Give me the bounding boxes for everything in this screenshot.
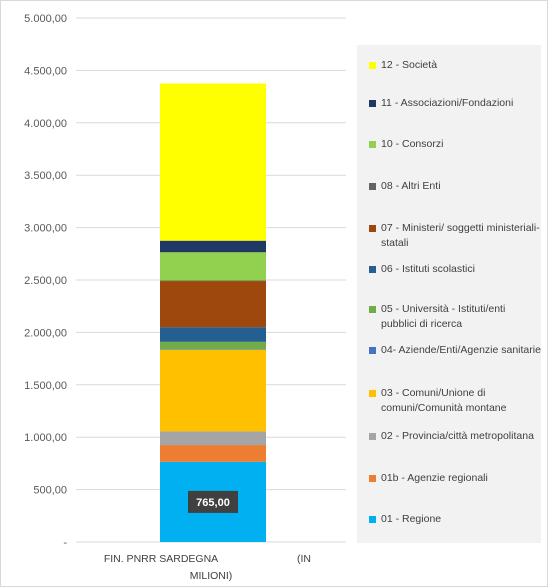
legend-item: 03 - Comuni/Unione di comuni/Comunità mo… — [369, 386, 541, 416]
legend-label: 10 - Consorzi — [381, 138, 444, 150]
y-tick-label: 2.000,00 — [24, 327, 67, 339]
x-axis-categories: FIN. PNRR SARDEGNA (IN MILIONI) — [104, 553, 311, 582]
legend: 12 - Società 11 - Associazioni/Fondazioni… — [357, 45, 541, 543]
legend-item: 08 - Altri Enti — [369, 179, 541, 194]
legend-item: 07 - Ministeri/ soggetti ministeriali-st… — [369, 221, 541, 251]
legend-label: 05 - Università - Istituti/enti pubblici… — [381, 303, 506, 330]
x-category-label: MILIONI) — [190, 570, 233, 582]
bar-segment — [160, 327, 266, 342]
legend-label: 04- Aziende/Enti/Agenzie sanitarie — [381, 344, 541, 356]
legend-item: 12 - Società — [369, 58, 541, 73]
x-category-label: FIN. PNRR SARDEGNA — [104, 553, 218, 565]
legend-swatch — [369, 266, 376, 273]
bar-segment — [160, 349, 266, 432]
y-tick-label: 1.000,00 — [24, 432, 67, 444]
y-tick-label: 5.000,00 — [24, 13, 67, 25]
legend-swatch — [369, 390, 376, 397]
legend-swatch — [369, 141, 376, 148]
y-tick-label: 500,00 — [33, 485, 67, 497]
bar-segment — [160, 252, 266, 281]
legend-label: 11 - Associazioni/Fondazioni — [381, 97, 514, 109]
bar-segment — [160, 240, 266, 253]
y-axis-ticks: - 500,00 1.000,00 1.500,00 2.000,00 2.500,00 3… — [24, 13, 67, 549]
legend-label: 01 - Regione — [381, 513, 442, 525]
bar-segment — [160, 431, 266, 446]
y-tick-label: 4.500,00 — [24, 65, 67, 77]
bar-segment — [160, 349, 266, 350]
legend-swatch — [369, 475, 376, 482]
legend-label: 07 - Ministeri/ soggetti ministeriali-st… — [381, 222, 540, 249]
data-labels: 765,00 — [188, 490, 238, 513]
legend-item: 10 - Consorzi — [369, 137, 541, 152]
legend-item: 11 - Associazioni/Fondazioni — [369, 96, 541, 111]
legend-swatch — [369, 183, 376, 190]
y-tick-label: 2.500,00 — [24, 275, 67, 287]
legend-label: 08 - Altri Enti — [381, 180, 441, 192]
stacked-bar — [160, 83, 266, 542]
bar-segment — [160, 341, 266, 350]
legend-item: 01b - Agenzie regionali — [369, 471, 541, 486]
legend-swatch — [369, 62, 376, 69]
legend-item: 02 - Provincia/città metropolitana — [369, 429, 541, 444]
legend-item: 05 - Università - Istituti/enti pubblici… — [369, 302, 541, 332]
bar-segment — [160, 83, 266, 241]
legend-item: 04- Aziende/Enti/Agenzie sanitarie — [369, 343, 541, 358]
y-tick-label: 1.500,00 — [24, 380, 67, 392]
y-tick-label: 3.000,00 — [24, 223, 67, 235]
legend-label: 01b - Agenzie regionali — [381, 472, 488, 484]
legend-swatch — [369, 225, 376, 232]
legend-swatch — [369, 347, 376, 354]
bar-segment — [160, 280, 266, 282]
legend-label: 02 - Provincia/città metropolitana — [381, 430, 534, 442]
legend-swatch — [369, 100, 376, 107]
legend-swatch — [369, 433, 376, 440]
data-label: 765,00 — [196, 497, 230, 509]
legend-item: 01 - Regione — [369, 512, 541, 527]
y-tick-label: - — [63, 537, 67, 549]
legend-swatch — [369, 306, 376, 313]
x-category-label: (IN — [297, 553, 311, 565]
bar-segment — [160, 281, 266, 328]
legend-swatch — [369, 516, 376, 523]
y-tick-label: 4.000,00 — [24, 118, 67, 130]
legend-item: 06 - Istituti scolastici — [369, 262, 541, 277]
y-tick-label: 3.500,00 — [24, 170, 67, 182]
legend-label: 12 - Società — [381, 59, 438, 71]
legend-label: 03 - Comuni/Unione di comuni/Comunità mo… — [381, 387, 507, 414]
legend-label: 06 - Istituti scolastici — [381, 263, 475, 275]
bar-segment — [160, 445, 266, 462]
data-label-box — [188, 490, 238, 513]
